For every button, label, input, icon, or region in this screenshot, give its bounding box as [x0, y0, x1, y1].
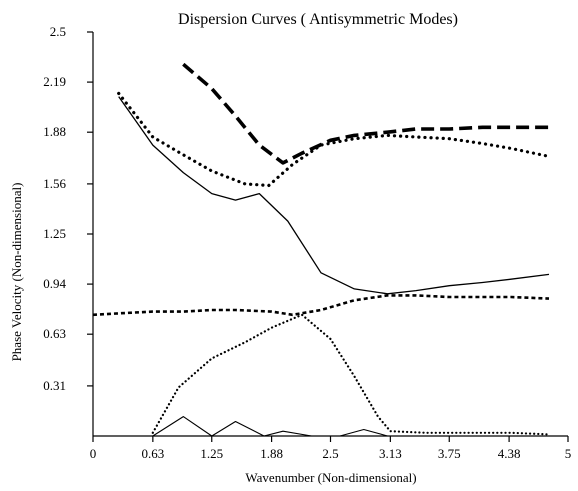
series-line-3	[182, 62, 549, 165]
y-tick-label: 0.94	[43, 276, 66, 291]
x-tick-label: 1.88	[260, 446, 283, 461]
chart-title: Dispersion Curves ( Antisymmetric Modes)	[178, 11, 458, 28]
y-tick-label: 0.31	[43, 378, 66, 393]
y-tick-label: 2.5	[50, 24, 66, 39]
x-tick-label: 2.5	[322, 446, 338, 461]
x-ticks: 0 0.63 1.25 1.88 2.5 3.13 3.75 4.38 5	[90, 436, 572, 461]
x-tick-label: 4.38	[498, 446, 521, 461]
x-tick-label: 3.75	[438, 446, 461, 461]
x-tick-label: 5	[565, 446, 572, 461]
series-line-6	[93, 416, 549, 437]
y-axis-label: Phase Velocity (Non-dimensional)	[9, 183, 24, 362]
series-line-4	[92, 294, 550, 317]
y-tick-label: 1.88	[43, 124, 66, 139]
x-tick-label: 0	[90, 446, 97, 461]
y-tick-label: 1.56	[43, 176, 66, 191]
series-layer	[92, 62, 551, 437]
y-tick-label: 1.25	[43, 226, 66, 241]
y-tick-label: 0.63	[43, 326, 66, 341]
x-tick-label: 0.63	[141, 446, 164, 461]
x-tick-label: 1.25	[200, 446, 223, 461]
series-line-5	[151, 313, 551, 436]
y-tick-label: 2.19	[43, 74, 66, 89]
x-tick-label: 3.13	[379, 446, 402, 461]
x-axis-label: Wavenumber (Non-dimensional)	[245, 470, 416, 485]
axes	[92, 32, 568, 437]
y-ticks: 0.31 0.63 0.94 1.25 1.56 1.88 2.19 2.5	[43, 24, 93, 393]
series-line-1	[118, 96, 550, 295]
